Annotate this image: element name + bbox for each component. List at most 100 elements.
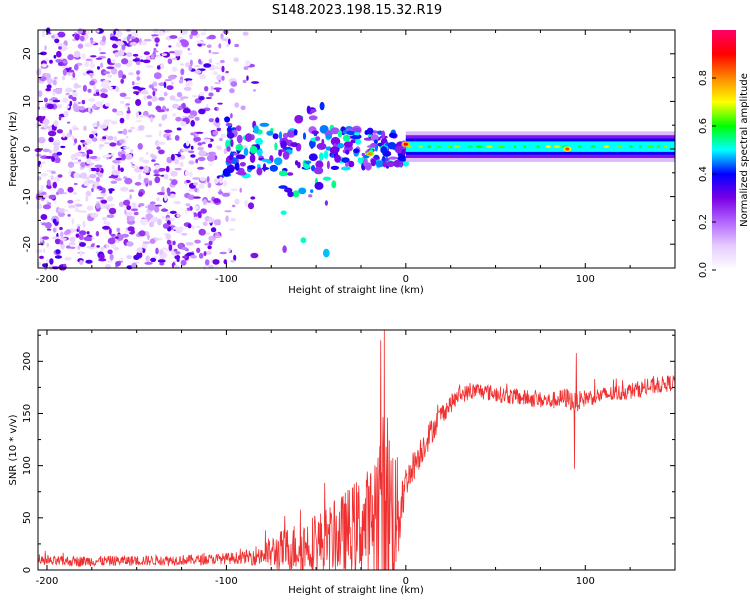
spectrogram-cell xyxy=(280,210,287,215)
spectrogram-cell xyxy=(89,134,94,139)
spectrogram-cell xyxy=(154,204,163,207)
spectrogram-cell xyxy=(147,203,155,211)
spectrogram-cell xyxy=(50,170,56,175)
spectrogram-cell xyxy=(43,97,48,103)
spectrogram-cell xyxy=(178,79,184,84)
y-tick-label: -20 xyxy=(22,236,33,252)
spectrogram-cell xyxy=(71,91,78,98)
spectrogram-cell xyxy=(40,214,48,220)
spectrogram-cell xyxy=(221,192,231,197)
spectrogram-cell xyxy=(65,229,72,235)
y-tick-label: 10 xyxy=(22,95,33,108)
spectrogram-cell xyxy=(179,161,184,168)
spectrogram-cell xyxy=(216,74,223,81)
spectrogram-cell xyxy=(130,208,138,212)
spectrogram-cell xyxy=(91,187,94,193)
spectrogram-cell xyxy=(174,98,181,102)
spectrogram-cell xyxy=(62,97,69,103)
spectrogram-cell xyxy=(250,252,259,259)
spectrogram-cell xyxy=(475,145,483,149)
spectrogram-cell xyxy=(223,148,228,155)
spectrogram-cell xyxy=(213,87,222,90)
spectrogram-cell xyxy=(261,158,271,163)
spectrogram-cell xyxy=(41,161,46,164)
spectrogram-cell xyxy=(55,59,63,63)
spectrogram-cell xyxy=(222,180,227,187)
spectrogram-cell xyxy=(262,163,267,172)
spectrogram-cell xyxy=(96,185,103,190)
spectrogram-cell xyxy=(181,246,188,251)
spectrogram-cell xyxy=(206,154,216,162)
spectrogram-cell xyxy=(103,220,107,225)
spectrogram-cell xyxy=(90,243,95,248)
spectrogram-cell xyxy=(255,137,263,146)
spectrogram-cell xyxy=(161,215,165,220)
spectrogram-cell xyxy=(66,245,71,249)
spectrogram-cell xyxy=(111,169,120,176)
spectrogram-cell xyxy=(128,189,135,193)
spectrogram-cell xyxy=(104,142,110,145)
spectrogram-cell xyxy=(173,200,181,205)
y-tick-label: 150 xyxy=(22,404,33,423)
spectrogram-cell xyxy=(63,210,67,212)
spectrogram-cell xyxy=(168,193,176,198)
spectrogram-cell xyxy=(253,125,259,134)
spectrogram-cell xyxy=(386,160,395,168)
spectrogram-cell xyxy=(100,81,109,89)
spectrogram-cell xyxy=(148,180,153,186)
spectrogram-cell xyxy=(294,114,304,124)
spectrogram-cell xyxy=(59,226,63,231)
spectrogram-cell xyxy=(207,200,211,203)
spectrogram-cell xyxy=(250,196,256,200)
spectrogram-cell xyxy=(387,142,397,150)
spectrogram-cell xyxy=(309,139,316,148)
spectrogram-cell xyxy=(129,41,138,46)
spectrogram-cell xyxy=(234,43,240,48)
spectrogram-cell xyxy=(84,42,93,48)
spectrogram-cell xyxy=(102,35,106,43)
spectrogram-cell xyxy=(68,241,76,246)
spectrogram-cell xyxy=(137,143,143,150)
spectrogram-cell xyxy=(45,88,52,92)
spectrogram-cell xyxy=(184,170,189,177)
spectrogram-cell xyxy=(194,65,201,68)
spectrogram-cell xyxy=(347,160,355,168)
spectrogram-cell xyxy=(37,137,46,144)
spectrogram-cell xyxy=(308,115,318,121)
spectrogram-cell xyxy=(67,72,71,76)
spectrogram-cell xyxy=(107,119,113,122)
spectrogram-cell xyxy=(157,141,166,145)
spectrogram-cell xyxy=(219,251,227,255)
spectrogram-cell xyxy=(89,174,97,179)
spectrogram-cell xyxy=(256,167,263,176)
spectrogram-cell xyxy=(145,134,153,138)
spectrogram-cell xyxy=(193,196,201,199)
spectrogram-cell xyxy=(486,145,493,149)
spectrogram-cell xyxy=(187,150,195,154)
spectrogram-cell xyxy=(87,179,95,184)
spectrogram-cell xyxy=(234,102,240,108)
spectrogram-cell xyxy=(198,182,205,189)
spectrogram-cell xyxy=(104,154,112,158)
spectrogram-cell xyxy=(124,177,133,185)
spectrogram-cell xyxy=(54,176,61,183)
spectrogram-cell xyxy=(69,100,73,107)
spectrogram-cell xyxy=(106,66,115,70)
spectrogram-cell xyxy=(72,135,75,141)
spectrogram-cell xyxy=(148,84,155,89)
spectrogram-cell xyxy=(195,40,204,44)
spectrogram-cell xyxy=(89,156,98,160)
spectrogram-cell xyxy=(145,151,149,156)
spectrogram-cell xyxy=(119,100,125,104)
spectrogram-cell xyxy=(100,199,108,204)
spectrogram-cell xyxy=(374,154,379,158)
spectrogram-cell xyxy=(70,77,78,81)
spectrogram-cell xyxy=(114,62,122,68)
spectrogram-cell xyxy=(370,134,379,142)
spectrogram-cell xyxy=(342,134,351,142)
spectrogram-cell xyxy=(183,86,192,91)
spectrogram-cell xyxy=(114,178,123,181)
spectrogram-cell xyxy=(211,52,220,55)
spectrogram-cell xyxy=(115,86,120,93)
spectrogram-cell xyxy=(134,82,140,85)
